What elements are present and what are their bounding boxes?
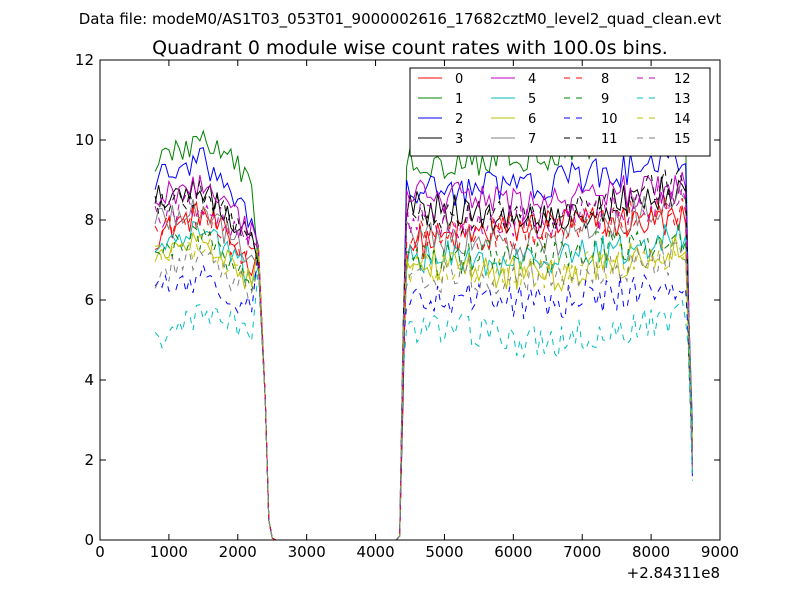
y-tick-label: 8 xyxy=(84,211,94,229)
series-line-8 xyxy=(154,197,693,541)
y-tick-label: 6 xyxy=(84,291,94,309)
legend-label-4: 4 xyxy=(528,72,536,87)
series-line-10 xyxy=(154,247,693,541)
x-tick-label: 8000 xyxy=(632,543,670,561)
x-axis-offset-label: +2.84311e8 xyxy=(627,564,720,582)
legend-label-7: 7 xyxy=(528,132,536,147)
x-tick-label: 0 xyxy=(95,543,105,561)
series-line-12 xyxy=(154,184,693,541)
legend-label-3: 3 xyxy=(455,132,463,147)
x-axis: 0 1000 2000 3000 4000 5000 6000 7000 8000 9000 xyxy=(95,60,739,561)
series-line-3 xyxy=(154,176,693,541)
legend-label-14: 14 xyxy=(674,112,691,127)
chart-title: Quadrant 0 module wise count rates with … xyxy=(152,37,668,59)
legend-label-5: 5 xyxy=(528,92,536,107)
legend-label-9: 9 xyxy=(601,92,609,107)
legend-label-0: 0 xyxy=(455,72,463,87)
y-tick-label: 2 xyxy=(84,451,94,469)
legend-label-11: 11 xyxy=(601,132,618,147)
legend-label-12: 12 xyxy=(674,72,691,87)
series-line-15 xyxy=(154,242,693,541)
x-tick-label: 9000 xyxy=(701,543,739,561)
x-tick-label: 3000 xyxy=(288,543,326,561)
x-tick-label: 4000 xyxy=(356,543,394,561)
series-line-2 xyxy=(154,143,693,541)
plot-series xyxy=(154,117,693,541)
legend-frame xyxy=(409,67,711,157)
y-tick-label: 0 xyxy=(84,531,94,549)
legend-label-6: 6 xyxy=(528,112,536,127)
x-tick-label: 7000 xyxy=(563,543,601,561)
y-tick-label: 12 xyxy=(75,51,94,69)
series-line-7 xyxy=(154,186,693,541)
series-line-6 xyxy=(154,231,693,541)
y-tick-label: 10 xyxy=(75,131,94,149)
x-tick-label: 1000 xyxy=(150,543,188,561)
legend-label-15: 15 xyxy=(674,132,691,147)
x-tick-label: 2000 xyxy=(219,543,257,561)
series-line-4 xyxy=(154,171,693,541)
series-line-13 xyxy=(154,268,693,541)
series-line-1 xyxy=(154,117,693,541)
legend-label-1: 1 xyxy=(455,92,463,107)
data-file-supertitle: Data file: modeM0/AS1T03_053T01_90000026… xyxy=(79,10,722,29)
legend-label-10: 10 xyxy=(601,112,618,127)
series-line-9 xyxy=(154,225,693,541)
series-line-14 xyxy=(155,238,693,541)
legend-label-13: 13 xyxy=(674,92,691,107)
y-tick-label: 4 xyxy=(84,371,94,389)
x-tick-label: 6000 xyxy=(494,543,532,561)
series-line-11 xyxy=(154,167,693,541)
x-tick-label: 5000 xyxy=(425,543,463,561)
legend-label-2: 2 xyxy=(455,112,463,127)
legend-label-8: 8 xyxy=(601,72,609,87)
